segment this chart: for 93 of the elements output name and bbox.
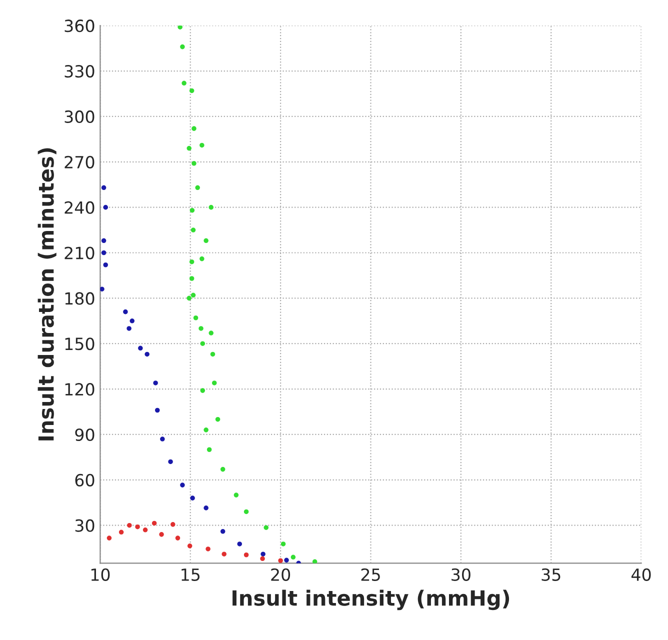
point (100, 286, 104, 292)
x-tick-label: 30 (452, 568, 470, 581)
point (123, 309, 128, 314)
point (200, 388, 206, 393)
y-tick-label: 90 (75, 428, 94, 442)
point (103, 262, 108, 268)
point (204, 428, 208, 432)
point (101, 185, 106, 190)
point (284, 558, 289, 563)
point (153, 380, 158, 386)
point (175, 536, 180, 540)
point (193, 315, 198, 320)
point (189, 259, 194, 264)
point (126, 326, 132, 331)
y-tick-label: 330 (64, 64, 94, 78)
point (220, 466, 226, 472)
point (178, 26, 182, 30)
point (206, 546, 210, 552)
point (264, 525, 269, 530)
y-tick-label: 210 (64, 246, 94, 260)
point (208, 330, 214, 336)
point (159, 532, 164, 537)
point (135, 524, 140, 530)
point (200, 341, 206, 346)
point (212, 380, 217, 386)
x-tick-label: 10 (91, 568, 110, 581)
point (220, 529, 226, 534)
y-tick-label: 30 (75, 519, 94, 532)
point (142, 527, 148, 532)
y-axis-title: Insult duration (minutes) (38, 148, 56, 440)
point (195, 185, 200, 190)
y-tick-label: 270 (64, 156, 94, 168)
point (237, 542, 242, 546)
point (234, 492, 239, 498)
y-tick-label: 120 (65, 383, 94, 396)
point (152, 520, 157, 526)
point (118, 530, 124, 535)
point (186, 146, 192, 151)
point (290, 554, 296, 560)
x-tick-label: 15 (182, 568, 200, 581)
point (106, 536, 112, 540)
point (101, 250, 106, 256)
point (190, 228, 196, 232)
y-tick-label: 300 (64, 110, 94, 124)
point (278, 558, 283, 564)
point (127, 522, 132, 528)
point (260, 552, 266, 557)
point (154, 408, 160, 413)
point (190, 292, 196, 298)
y-tick-label: 60 (75, 474, 94, 486)
point (204, 238, 208, 244)
point (312, 559, 318, 564)
point (280, 542, 286, 546)
point (222, 552, 227, 557)
point (189, 276, 194, 281)
point (180, 44, 185, 50)
y-tick-label: 240 (64, 201, 94, 214)
x-tick-label: 40 (631, 568, 651, 581)
y-tick-label: 150 (65, 338, 94, 350)
point (192, 161, 196, 166)
y-tick-label: 180 (65, 292, 94, 305)
point (130, 318, 135, 324)
x-tick-label: 35 (542, 568, 560, 581)
point (260, 556, 265, 562)
point (168, 459, 173, 464)
point (103, 204, 108, 210)
point (215, 416, 220, 422)
point (180, 482, 185, 488)
point (200, 256, 204, 262)
point (244, 509, 249, 514)
point (210, 352, 216, 357)
point (186, 296, 192, 301)
x-axis-title: Insult intensity (mmHg) (232, 590, 510, 610)
point (138, 346, 143, 351)
point (204, 506, 208, 510)
point (189, 88, 194, 94)
point (190, 208, 195, 213)
point (198, 326, 204, 331)
y-tick-label: 360 (64, 20, 94, 32)
point (187, 544, 192, 548)
point (190, 496, 195, 500)
point (208, 204, 214, 210)
point (192, 126, 196, 131)
x-tick-label: 20 (271, 568, 290, 581)
point (182, 80, 186, 86)
point (244, 552, 249, 558)
point (101, 238, 106, 244)
point (170, 522, 176, 527)
point (200, 142, 204, 148)
point (160, 436, 165, 442)
point (144, 352, 150, 357)
point (206, 447, 212, 452)
x-tick-label: 25 (361, 568, 380, 581)
